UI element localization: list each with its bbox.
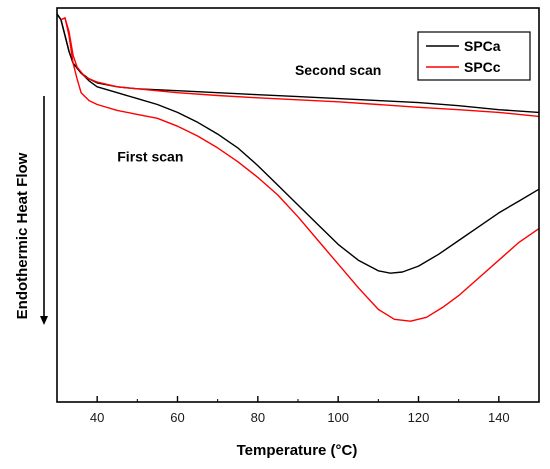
annotation-second-scan: Second scan <box>295 62 381 78</box>
arrow-down-icon <box>40 96 48 325</box>
legend-box <box>417 31 531 81</box>
series-line-spcc-first-scan <box>60 17 540 322</box>
x-tick-label-60: 60 <box>170 410 184 425</box>
x-tick-label-40: 40 <box>90 410 104 425</box>
x-tick-label-80: 80 <box>251 410 265 425</box>
x-tick-label-120: 120 <box>408 410 430 425</box>
legend-label-spca: SPCa <box>464 38 501 54</box>
legend: SPCa SPCc <box>417 31 531 81</box>
plot-area <box>56 13 540 322</box>
series-line-spcc-second-scan <box>60 17 540 118</box>
x-axis-label: Temperature (°C) <box>237 442 358 459</box>
annotation-first-scan: First scan <box>117 149 183 165</box>
y-axis-label: Endothermic Heat Flow <box>14 152 31 319</box>
x-ticks: 40 60 80 100 120 140 <box>56 396 540 425</box>
x-tick-label-100: 100 <box>327 410 349 425</box>
legend-label-spcc: SPCc <box>464 59 501 75</box>
x-tick-label-140: 140 <box>488 410 510 425</box>
